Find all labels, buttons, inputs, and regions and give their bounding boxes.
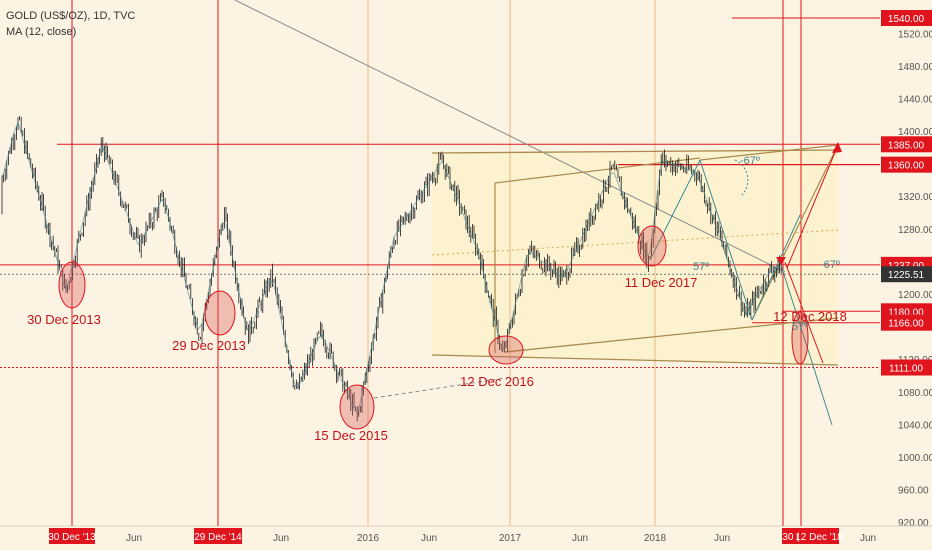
y-tick-label: 1080.00: [898, 388, 932, 399]
price-label-1360-00-bg: [881, 156, 932, 173]
price-label-1111-00: 1111.00: [889, 364, 923, 375]
highlight-circle: [58, 261, 86, 309]
y-tick-label: 1400.00: [898, 127, 932, 138]
annotation-label: 15 Dec 2015: [314, 428, 388, 443]
price-label-1111-00-bg: [881, 359, 932, 376]
y-tick-label: 1440.00: [898, 94, 932, 105]
date-label-bg: [782, 528, 800, 544]
annotation-label: 30 Dec 2013: [27, 312, 101, 327]
y-tick-label: 960.00: [898, 486, 929, 497]
x-axis: Jun Jun 2016 Jun 2017 Jun 2018 Jun Jun: [126, 533, 876, 544]
consolidation-zone: [432, 150, 838, 365]
price-label-1180-00: 1180.00: [888, 307, 924, 318]
price-label-1540-00: 1540.00: [888, 14, 925, 25]
price-label-1385-00: 1385.00: [888, 140, 925, 151]
annotation-label: 12 Dec 2018: [773, 309, 847, 324]
price-label-1225-51-bg: [881, 266, 932, 283]
price-label-1360-00: 1360.00: [888, 161, 925, 172]
arrow-head: [776, 257, 786, 265]
teal-line: [699, 159, 753, 321]
ma-line: [1, 120, 783, 415]
y-tick-label: 1280.00: [898, 225, 932, 236]
x-tick-label: Jun: [860, 533, 876, 544]
date-label-bg: [49, 528, 95, 544]
x-tick-label: 2016: [357, 533, 380, 544]
channel-bottom-line: [431, 354, 839, 366]
highlight-circle: [488, 335, 524, 365]
time-axis-bg: [0, 526, 932, 550]
symbol-title: GOLD (US$/OZ), 1D, TVC: [6, 10, 136, 22]
highlight-circle: [204, 290, 236, 336]
price-label-1166-00-bg: [881, 314, 932, 331]
angle-label: -67º: [740, 155, 760, 167]
y-tick-label: 1520.00: [898, 29, 932, 40]
highlight-circle: [791, 311, 809, 365]
x-tick-label: Jun: [572, 533, 588, 544]
price-label-1540-00-bg: [881, 10, 932, 27]
date-label-bg: [194, 528, 242, 544]
price-labels: 1580.001540.001385.001360.001237.001225.…: [881, 10, 932, 376]
date-label: 12 Dec '18: [795, 532, 843, 543]
x-tick-label: Jun: [714, 533, 730, 544]
dashed-low-link: [373, 377, 506, 399]
angle-label: -67º: [820, 259, 840, 271]
y-tick-label: 1320.00: [898, 192, 932, 203]
price-label-1385-00-bg: [881, 136, 932, 153]
teal-line: [779, 261, 833, 426]
y-tick-label: 1200.00: [898, 290, 932, 301]
annotation-label: 11 Dec 2017: [625, 275, 698, 290]
angle-label: 57º: [792, 321, 808, 333]
projection-line: [751, 144, 839, 321]
angle-label: 57º: [693, 261, 709, 273]
x-tick-label: Jun: [273, 533, 289, 544]
red-arrow-line: [784, 261, 824, 364]
annotation-label: 29 Dec 2013: [172, 338, 246, 353]
date-label: 30 Dec '13: [48, 532, 96, 543]
y-tick-label: 1000.00: [898, 453, 932, 464]
x-tick-label: Jun: [421, 533, 437, 544]
y-tick-label: 920.00: [898, 518, 929, 529]
channel-top-line: [431, 149, 839, 154]
price-label-1166-00: 1166.00: [888, 319, 924, 330]
teal-line: [649, 159, 701, 261]
highlight-circle: [339, 384, 375, 430]
long-descending-trendline: [234, 0, 786, 273]
projection-top: [699, 144, 839, 161]
y-tick-label: 1480.00: [898, 62, 932, 73]
date-label: 30 (: [782, 532, 800, 543]
angle-arc: [734, 159, 749, 196]
y-tick-label: 1040.00: [898, 420, 932, 431]
price-label-1225-51: 1225.51: [888, 270, 925, 281]
highlight-circle: [637, 225, 667, 267]
rising-support-line: [504, 317, 839, 353]
teal-line: [751, 214, 801, 321]
annotation-label: 12 Dec 2016: [460, 374, 534, 389]
date-label: 29 Dec '14: [194, 532, 242, 543]
x-tick-label: 2018: [644, 533, 667, 544]
x-tick-label: 2017: [499, 533, 522, 544]
date-label-bg: [799, 528, 839, 544]
arrow-head: [832, 142, 842, 153]
x-tick-label: Jun: [126, 533, 142, 544]
red-arrow-line: [786, 144, 839, 269]
indicator-title: MA (12, close): [6, 26, 77, 38]
